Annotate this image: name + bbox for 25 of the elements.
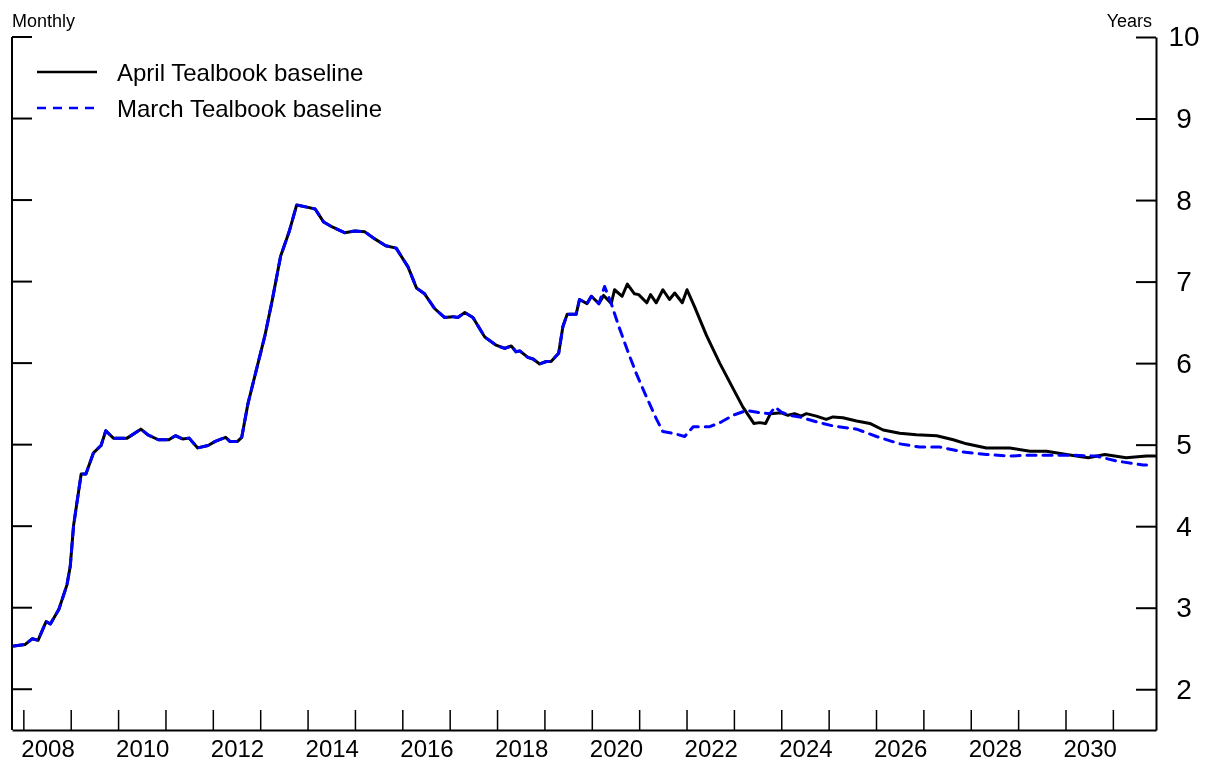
y-axis-title: Years <box>1106 11 1152 31</box>
x-tick-label: 2028 <box>968 735 1023 763</box>
x-tick-label: 2030 <box>1063 735 1117 763</box>
x-tick-label: 2018 <box>495 735 549 763</box>
y-tick-label: 3 <box>1176 592 1192 624</box>
x-tick-label: 2020 <box>589 735 644 763</box>
x-tick-label: 2024 <box>779 735 833 763</box>
y-tick-label: 4 <box>1176 510 1192 542</box>
x-tick-label: 2026 <box>874 735 928 763</box>
x-tick-label: 2010 <box>116 735 170 763</box>
y-tick-label: 6 <box>1176 347 1192 379</box>
y-tick-label: 10 <box>1168 21 1200 53</box>
x-tick-label: 2012 <box>210 735 265 763</box>
y-tick-label: 7 <box>1176 266 1192 298</box>
x-tick-label: 2016 <box>400 735 454 763</box>
x-tick-label: 2022 <box>684 735 738 763</box>
legend-label: April Tealbook baseline <box>117 58 364 86</box>
y-tick-label: 9 <box>1176 102 1192 134</box>
x-tick-label: 2008 <box>21 735 75 763</box>
legend-label: March Tealbook baseline <box>117 94 383 122</box>
x-tick-label: 2014 <box>305 735 359 763</box>
y-tick-label: 8 <box>1176 184 1192 216</box>
y-tick-label: 5 <box>1176 429 1192 461</box>
y-tick-label: 2 <box>1176 673 1192 705</box>
text: Monthly <box>12 11 76 31</box>
